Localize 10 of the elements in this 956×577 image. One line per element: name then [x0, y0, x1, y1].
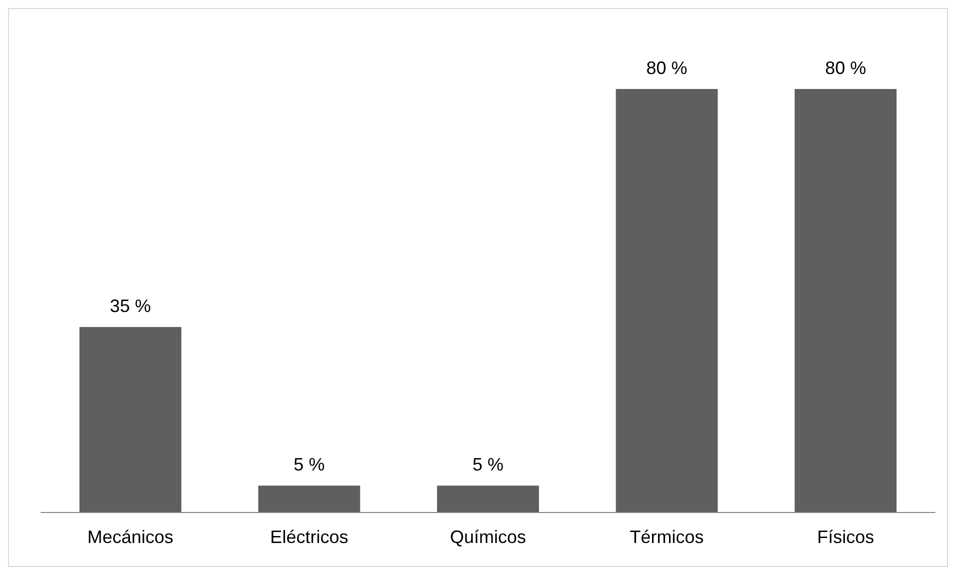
data-label: 5 %	[294, 454, 325, 475]
x-tick-label: Eléctricos	[270, 527, 348, 547]
data-label: 80 %	[825, 58, 866, 78]
x-tick-label: Mecánicos	[87, 527, 174, 547]
data-label: 35 %	[110, 296, 151, 316]
data-label: 80 %	[646, 58, 688, 78]
data-label: 5 %	[472, 454, 504, 475]
x-tick-label: Físicos	[817, 527, 874, 547]
x-tick-label: Térmicos	[630, 527, 704, 547]
x-tick-label: Químicos	[450, 527, 526, 547]
